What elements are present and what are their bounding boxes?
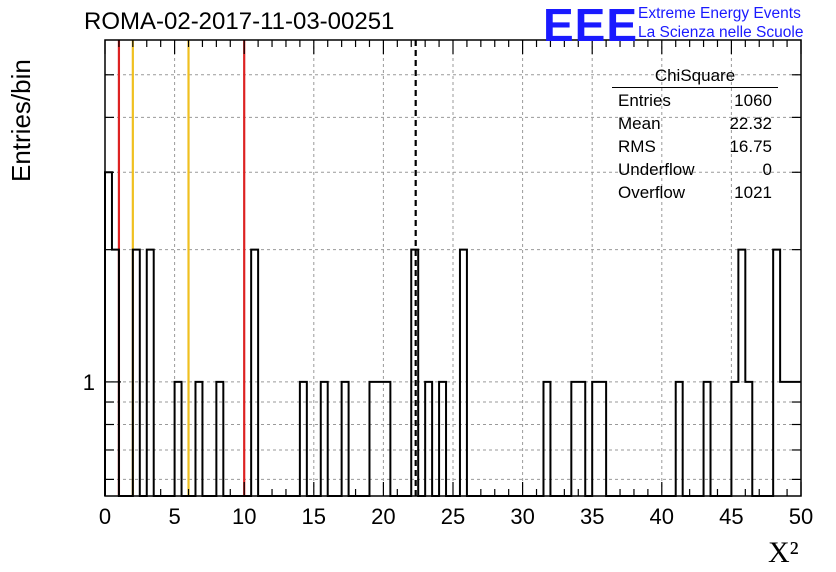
stats-value: 1060 — [734, 91, 772, 110]
stats-row-mean: Mean 22.32 — [612, 112, 778, 135]
axis-ticks: 0 5 10 15 20 25 30 35 40 45 50 1 — [83, 40, 813, 529]
stats-value: 0 — [762, 160, 772, 179]
x-tick-label: 45 — [719, 504, 743, 529]
x-tick-label: 25 — [441, 504, 465, 529]
stats-label: Entries — [618, 91, 671, 110]
stats-value: 16.75 — [729, 137, 772, 156]
stats-row-underflow: Underflow 0 — [612, 158, 778, 181]
stats-box: ChiSquare Entries 1060 Mean 22.32 RMS 16… — [612, 66, 778, 204]
x-tick-label: 5 — [168, 504, 180, 529]
stats-title: ChiSquare — [612, 66, 778, 88]
stats-label: Underflow — [618, 160, 695, 179]
stats-value: 22.32 — [729, 114, 772, 133]
x-axis-label: X² — [768, 536, 799, 569]
stats-label: Mean — [618, 114, 661, 133]
eee-logo: EEE — [543, 0, 639, 51]
x-tick-label: 50 — [789, 504, 813, 529]
logo-caption-line2: La Scienza nelle Scuole — [638, 24, 804, 41]
stats-row-overflow: Overflow 1021 — [612, 181, 778, 204]
x-tick-label: 30 — [510, 504, 534, 529]
chart-title: ROMA-02-2017-11-03-00251 — [84, 8, 395, 35]
x-tick-label: 20 — [371, 504, 395, 529]
x-tick-label: 10 — [232, 504, 256, 529]
logo-caption-line1: Extreme Energy Events — [638, 5, 801, 22]
x-tick-label: 15 — [302, 504, 326, 529]
x-tick-label: 40 — [650, 504, 674, 529]
reference-lines — [117, 40, 417, 496]
stats-row-rms: RMS 16.75 — [612, 135, 778, 158]
stats-value: 1021 — [734, 183, 772, 202]
y-axis-label: Entries/bin — [6, 59, 36, 182]
stats-row-entries: Entries 1060 — [612, 89, 778, 112]
stats-label: Overflow — [618, 183, 686, 202]
x-tick-label: 0 — [99, 504, 111, 529]
stats-label: RMS — [618, 137, 656, 156]
y-tick-label: 1 — [83, 370, 95, 395]
x-tick-label: 35 — [580, 504, 604, 529]
